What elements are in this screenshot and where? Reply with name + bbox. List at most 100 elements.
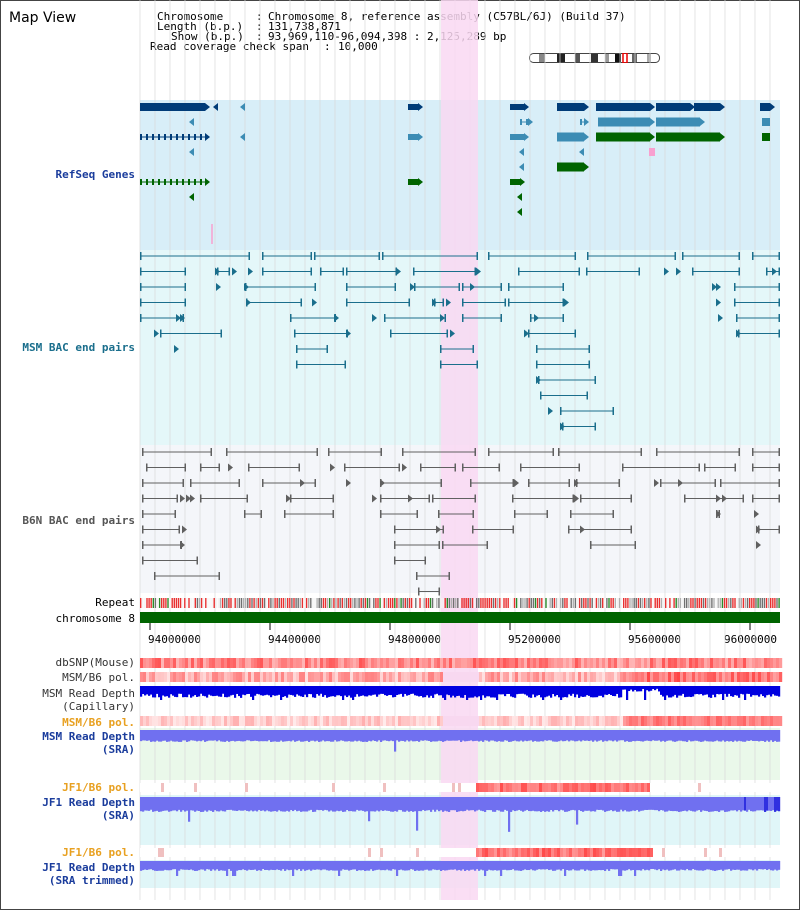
jf1-sra2-depth-bar (612, 861, 615, 870)
msm-pol-cell (470, 672, 474, 682)
chromosome-ideogram[interactable] (529, 53, 660, 63)
b6n-glyph (754, 510, 759, 518)
msm-cap-depth-bar (626, 686, 629, 700)
jf1-pol-cell (410, 783, 414, 792)
jf1-sra-depth-bar (530, 797, 533, 812)
msm-cap-depth-bar (726, 686, 729, 697)
jf1-sra2-depth-bar (576, 861, 579, 871)
dbsnp-cell (356, 658, 360, 668)
b6n-end (704, 463, 706, 472)
repeat-mark (749, 598, 751, 608)
jf1-sra-depth-bar (760, 797, 763, 811)
b6n-end (470, 479, 472, 487)
jf1-sra-depth-bar (680, 797, 683, 812)
jf1-pol2-cell (344, 848, 348, 857)
jf1-pol2-cell (341, 848, 345, 857)
msm-sra-depth-bar (162, 730, 165, 741)
dbsnp-cell (278, 658, 282, 668)
jf1-sra-depth-bar (286, 797, 289, 811)
msm-cap-depth-bar (690, 686, 693, 698)
msm-cap-depth-bar (668, 686, 671, 698)
jf1-pol2-cell (590, 848, 594, 857)
repeat-mark (373, 598, 375, 608)
msm-sra-depth-bar (248, 730, 251, 741)
gene-arrow (584, 118, 589, 126)
msm-pol-cell (671, 672, 675, 682)
msm-cap-depth-bar (776, 686, 779, 696)
msm-pol-cell (521, 672, 525, 682)
gene-arrow (205, 103, 210, 111)
msm-pol2-cell (398, 716, 402, 726)
msm-end (290, 314, 292, 322)
jf1-pol-cell (254, 783, 258, 792)
repeat-mark (331, 598, 333, 608)
jf1-sra-depth-bar (484, 797, 487, 812)
jf1-pol-cell (488, 783, 492, 792)
msm-sra-depth-bar (400, 730, 403, 741)
repeat-mark (347, 598, 350, 608)
msm-pol2-cell (605, 716, 609, 726)
msm-cap-depth-bar (610, 686, 613, 696)
repeat-mark (230, 598, 232, 608)
repeat-mark (562, 598, 564, 608)
msm-cap-depth-bar (748, 686, 751, 694)
msm-pol2-cell (563, 716, 567, 726)
msm-sra-depth-bar (614, 730, 617, 741)
jf1-pol-cell (686, 783, 690, 792)
msm-pol2-cell (746, 716, 750, 726)
msm-glyph (476, 267, 481, 276)
b6n-end (328, 448, 330, 456)
jf1-sra2-depth-bar (592, 861, 595, 871)
jf1-pol-cell (536, 783, 540, 792)
msm-sra-depth-bar (240, 730, 243, 742)
dbsnp-cell (467, 658, 471, 668)
msm-pol2-cell (479, 716, 483, 726)
msm-cap-depth-bar (186, 686, 189, 698)
jf1-pol2-cell (632, 848, 636, 857)
msm-cap-depth-bar (702, 686, 705, 696)
msm-sra-depth-bar (608, 730, 611, 741)
dbsnp-cell (227, 658, 231, 668)
msm-sra-depth-bar (612, 730, 615, 742)
msm-cap-depth-bar (752, 686, 755, 696)
msm-sra-depth-bar (202, 730, 205, 741)
msm-sra-depth-bar (520, 730, 523, 741)
msm-end (736, 314, 738, 322)
repeat-mark (150, 598, 152, 608)
msm-pol2-cell (578, 716, 582, 726)
jf1-sra-depth-bar (778, 797, 781, 812)
msm-cap-depth-bar (146, 686, 149, 695)
jf1-pol2-cell (650, 848, 654, 857)
jf1-pol-cell (665, 783, 669, 792)
repeat-mark (660, 598, 663, 608)
repeat-mark (675, 598, 677, 608)
jf1-pol2-label: JF1/B6 pol. (62, 846, 135, 859)
jf1-sra-depth-bar (528, 797, 531, 812)
msm-cap-depth-bar (446, 686, 449, 695)
jf1-pol2-cell (308, 848, 312, 857)
jf1-sra-depth-bar (142, 797, 145, 812)
jf1-sra-depth-bar (318, 797, 321, 811)
msm-pol-cell (212, 672, 216, 682)
jf1-pol2-cell (251, 848, 255, 857)
gene-block (596, 132, 650, 142)
jf1-sra2-depth-bar (692, 861, 695, 870)
msm-sra-depth-bar (266, 730, 269, 742)
msm-pol2-cell (623, 716, 627, 726)
jf1-pol-cell (323, 783, 327, 792)
msm-pol-cell (692, 672, 696, 682)
jf1-pol2-cell (140, 848, 144, 857)
msm-pol-cell (251, 672, 255, 682)
jf1-pol2-cell (683, 848, 687, 857)
repeat-mark (434, 598, 436, 608)
jf1-sra2-depth-bar (622, 861, 625, 871)
msm-cap-depth-bar (386, 686, 389, 696)
dbsnp-cell (710, 658, 714, 668)
jf1-sra2-depth-bar (150, 861, 153, 870)
jf1-sra-depth-bar (460, 797, 463, 811)
msm-sra-depth-bar (524, 730, 527, 741)
repeat-mark (534, 598, 537, 608)
msm-cap-depth-bar (512, 686, 515, 698)
jf1-sra-depth-bar (752, 797, 755, 812)
